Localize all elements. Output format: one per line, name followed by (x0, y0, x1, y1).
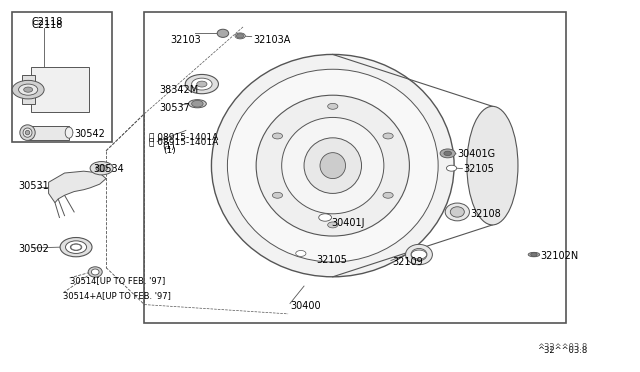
Text: 30542: 30542 (74, 129, 105, 139)
Ellipse shape (445, 203, 469, 221)
Circle shape (90, 161, 113, 175)
Ellipse shape (188, 100, 206, 108)
Circle shape (444, 151, 452, 155)
Circle shape (273, 133, 283, 139)
Text: 32105: 32105 (464, 164, 495, 174)
Circle shape (12, 80, 44, 99)
Text: C2118: C2118 (31, 17, 63, 27)
Text: 30502: 30502 (19, 244, 49, 254)
Ellipse shape (406, 244, 433, 265)
Text: 30514[UP TO FEB. '97]: 30514[UP TO FEB. '97] (70, 276, 165, 285)
Bar (31, 67, 89, 112)
Text: 30531: 30531 (19, 181, 49, 191)
Circle shape (447, 165, 457, 171)
Ellipse shape (191, 78, 212, 90)
Text: 30401J: 30401J (332, 218, 365, 228)
Ellipse shape (185, 74, 218, 94)
Circle shape (96, 165, 108, 171)
Circle shape (24, 87, 33, 92)
Polygon shape (49, 171, 106, 203)
Ellipse shape (92, 269, 99, 275)
Circle shape (191, 100, 203, 107)
Circle shape (531, 253, 537, 256)
Text: Ⓧ 08915-1401A: Ⓧ 08915-1401A (149, 137, 218, 146)
Text: 30514+A[UP TO FEB. '97]: 30514+A[UP TO FEB. '97] (63, 291, 171, 300)
Text: 32103A: 32103A (253, 35, 291, 45)
Ellipse shape (211, 54, 454, 277)
Ellipse shape (227, 69, 438, 262)
Ellipse shape (20, 125, 35, 140)
Ellipse shape (217, 29, 228, 37)
Ellipse shape (60, 237, 92, 257)
Circle shape (296, 250, 306, 256)
Text: 32103: 32103 (170, 35, 201, 45)
Ellipse shape (26, 131, 29, 135)
Ellipse shape (70, 244, 82, 250)
Circle shape (328, 103, 338, 109)
Ellipse shape (528, 252, 540, 257)
Text: Ⓧ 08915-1401A: Ⓧ 08915-1401A (149, 133, 218, 142)
Ellipse shape (411, 248, 427, 261)
Ellipse shape (235, 33, 245, 39)
Ellipse shape (88, 267, 102, 277)
Circle shape (236, 34, 244, 38)
Circle shape (273, 192, 283, 198)
Text: ^32^^03.8: ^32^^03.8 (537, 346, 588, 355)
Text: 30401G: 30401G (458, 150, 495, 160)
Circle shape (319, 214, 332, 221)
Circle shape (440, 149, 456, 158)
Bar (22, 75, 35, 105)
Bar (28, 126, 69, 140)
Text: 30534: 30534 (93, 164, 124, 174)
Ellipse shape (467, 106, 518, 225)
Text: 32102N: 32102N (540, 251, 579, 262)
Text: 38342M: 38342M (159, 85, 198, 94)
Ellipse shape (282, 118, 384, 214)
Text: 32108: 32108 (470, 209, 501, 219)
Ellipse shape (304, 138, 362, 193)
Text: 32105: 32105 (317, 255, 348, 265)
Ellipse shape (23, 128, 32, 137)
Text: C2118: C2118 (31, 20, 63, 30)
Ellipse shape (65, 241, 86, 253)
Circle shape (383, 133, 393, 139)
Ellipse shape (256, 95, 410, 236)
Circle shape (71, 244, 81, 250)
Text: (1): (1) (163, 142, 175, 151)
Text: 30537: 30537 (159, 103, 190, 113)
Text: 32109: 32109 (392, 257, 423, 267)
Circle shape (19, 84, 38, 95)
Text: ^32^^03.8: ^32^^03.8 (537, 343, 588, 352)
Circle shape (328, 222, 338, 228)
Circle shape (412, 250, 427, 259)
Ellipse shape (196, 81, 207, 87)
Text: 30400: 30400 (290, 301, 321, 311)
Ellipse shape (320, 153, 346, 179)
Circle shape (383, 192, 393, 198)
Bar (145, 12, 566, 323)
Ellipse shape (451, 207, 465, 217)
Text: (1): (1) (164, 146, 176, 155)
Ellipse shape (65, 127, 73, 138)
Bar (12, 12, 113, 141)
